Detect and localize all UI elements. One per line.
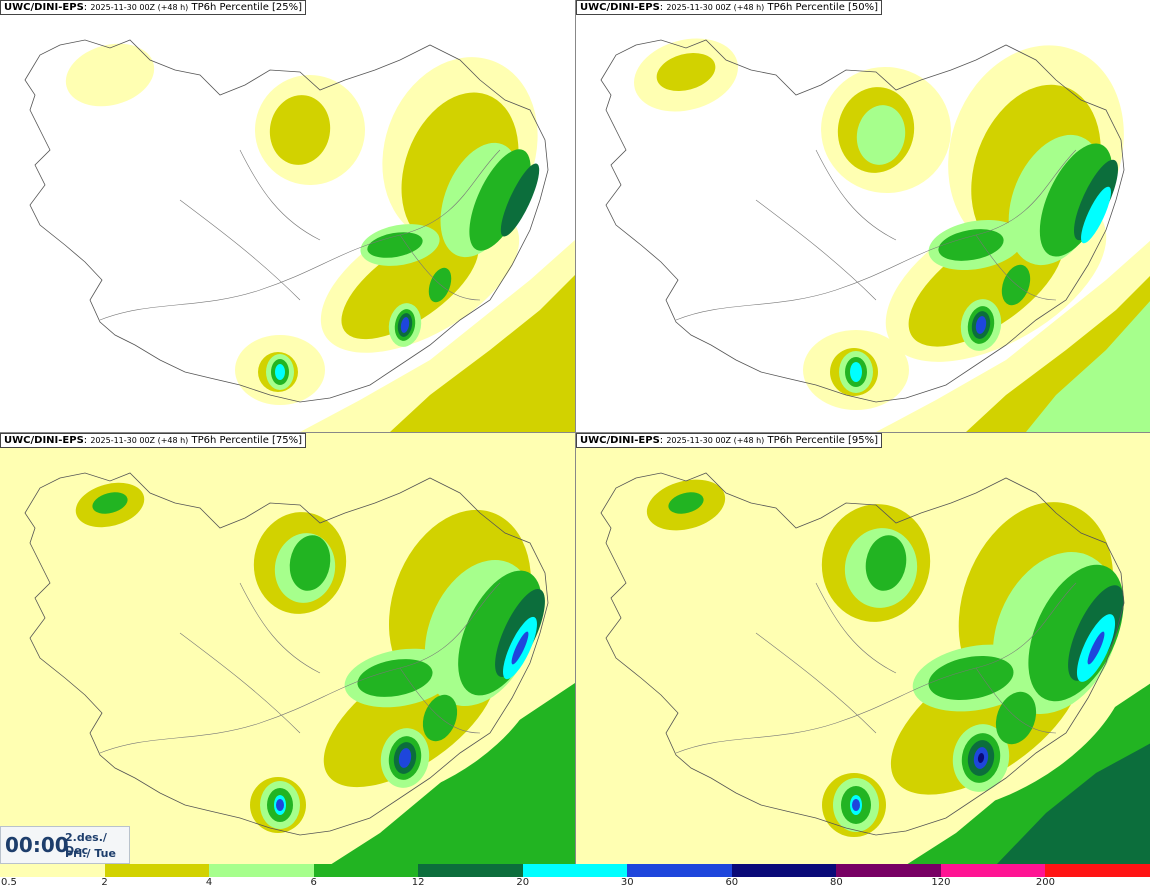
model-name: UWC/DINI-EPS bbox=[580, 435, 660, 446]
legend-tick-label: 30 bbox=[620, 877, 634, 888]
legend-tick-label: 20 bbox=[516, 877, 530, 888]
legend-swatch bbox=[522, 864, 628, 877]
precip-core bbox=[398, 748, 412, 768]
precip-core bbox=[977, 753, 985, 763]
run-time: 2025-11-30 00Z (+48 h) bbox=[666, 3, 765, 12]
precip-area-southeast bbox=[422, 694, 458, 742]
precip-area-north bbox=[289, 535, 331, 591]
legend-swatch bbox=[836, 864, 942, 877]
precip-area-north bbox=[865, 535, 907, 591]
precip-core bbox=[1081, 186, 1111, 244]
precip-core bbox=[975, 316, 987, 334]
road-network bbox=[675, 582, 1077, 754]
legend-tick-label: 4 bbox=[205, 877, 213, 888]
legend-swatch bbox=[627, 864, 733, 877]
legend-swatch bbox=[104, 864, 210, 877]
legend-swatch bbox=[313, 864, 419, 877]
precip-area-southeast bbox=[1001, 264, 1031, 306]
precip-area-east bbox=[367, 232, 423, 258]
field-name: TP6h Percentile [25%] bbox=[191, 2, 303, 13]
legend-tick-label: 0.5 bbox=[1, 877, 17, 888]
precip-map-p50 bbox=[576, 0, 1150, 432]
precip-map-p25 bbox=[0, 0, 575, 432]
legend-tick-label: 12 bbox=[411, 877, 425, 888]
legend-swatch bbox=[209, 864, 315, 877]
valid-time-clock: 00:00 bbox=[5, 833, 69, 857]
legend-tick-label: 60 bbox=[725, 877, 739, 888]
precip-core bbox=[400, 317, 410, 333]
precip-area-east bbox=[938, 229, 1004, 261]
panel-title-p95: UWC/DINI-EPS: 2025-11-30 00Z (+48 h) TP6… bbox=[576, 433, 883, 448]
legend-tick-label: 80 bbox=[829, 877, 843, 888]
panel-title-p25: UWC/DINI-EPS: 2025-11-30 00Z (+48 h) TP6… bbox=[0, 0, 307, 15]
model-name: UWC/DINI-EPS bbox=[580, 2, 660, 13]
run-time: 2025-11-30 00Z (+48 h) bbox=[666, 436, 765, 445]
legend-tick-label: 2 bbox=[101, 877, 108, 888]
precip-core bbox=[500, 163, 540, 237]
precip-area-westfjords bbox=[656, 52, 716, 92]
precip-core bbox=[850, 362, 862, 382]
coastline bbox=[24, 39, 549, 403]
legend-swatch bbox=[1045, 864, 1150, 877]
precip-area-north bbox=[856, 105, 906, 165]
precip-area-east bbox=[928, 656, 1014, 700]
run-time: 2025-11-30 00Z (+48 h) bbox=[90, 436, 189, 445]
color-legend: 0.5 2 4 6 12 20 30 60 80 120 200 bbox=[0, 864, 1150, 891]
precip-map-p95 bbox=[576, 433, 1150, 865]
precip-area-westfjords bbox=[65, 43, 155, 107]
precip-area-north bbox=[269, 95, 331, 165]
precip-area-westfjords bbox=[668, 492, 704, 514]
precip-core bbox=[276, 799, 284, 811]
panel-divider-horizontal bbox=[0, 432, 1150, 433]
run-time: 2025-11-30 00Z (+48 h) bbox=[90, 3, 189, 12]
panel-title-p50: UWC/DINI-EPS: 2025-11-30 00Z (+48 h) TP6… bbox=[576, 0, 883, 15]
sea-rain-band bbox=[1026, 301, 1150, 432]
precip-core bbox=[852, 799, 860, 811]
valid-time-box: 00:00 2.des./ Dec Þri./ Tue bbox=[0, 826, 130, 864]
sea-rain-band bbox=[390, 275, 575, 432]
road-network bbox=[99, 149, 501, 321]
coastline bbox=[600, 472, 1125, 836]
valid-time-date: 2.des./ Dec bbox=[65, 831, 107, 857]
coastline bbox=[24, 472, 549, 836]
precip-map-p75 bbox=[0, 433, 575, 865]
precip-area-east bbox=[1039, 143, 1113, 257]
road-network bbox=[675, 149, 1077, 321]
sea-rain-band bbox=[996, 743, 1150, 865]
field-name: TP6h Percentile [95%] bbox=[767, 435, 879, 446]
precip-area-east bbox=[469, 149, 531, 251]
panel-p95: UWC/DINI-EPS: 2025-11-30 00Z (+48 h) TP6… bbox=[576, 433, 1150, 865]
field-name: TP6h Percentile [75%] bbox=[191, 435, 303, 446]
panel-p25: UWC/DINI-EPS: 2025-11-30 00Z (+48 h) TP6… bbox=[0, 0, 575, 432]
precip-area-southeast bbox=[341, 230, 479, 340]
legend-tick-label: 6 bbox=[310, 877, 317, 888]
road-network bbox=[99, 582, 501, 754]
legend-swatch bbox=[0, 864, 106, 877]
model-name: UWC/DINI-EPS bbox=[4, 2, 84, 13]
model-name: UWC/DINI-EPS bbox=[4, 435, 84, 446]
legend-swatch bbox=[731, 864, 837, 877]
precip-area-central bbox=[736, 668, 836, 738]
panel-title-p75: UWC/DINI-EPS: 2025-11-30 00Z (+48 h) TP6… bbox=[0, 433, 307, 448]
legend-swatch bbox=[940, 864, 1046, 877]
legend-tick-label: 120 bbox=[931, 877, 951, 888]
precip-area-westfjords bbox=[92, 492, 128, 514]
field-name: TP6h Percentile [50%] bbox=[767, 2, 879, 13]
coastline bbox=[600, 39, 1125, 403]
valid-time-day: Þri./ Tue bbox=[65, 847, 116, 860]
panel-p50: UWC/DINI-EPS: 2025-11-30 00Z (+48 h) TP6… bbox=[576, 0, 1150, 432]
precip-core bbox=[1087, 631, 1105, 665]
precip-area-southeast bbox=[428, 267, 452, 303]
legend-tick-label: 200 bbox=[1035, 877, 1055, 888]
legend-swatch bbox=[418, 864, 524, 877]
precip-area-central bbox=[160, 668, 260, 738]
precip-area-southeast bbox=[995, 691, 1037, 745]
precip-core bbox=[511, 631, 529, 665]
panel-p75: UWC/DINI-EPS: 2025-11-30 00Z (+48 h) TP6… bbox=[0, 433, 575, 865]
precip-core bbox=[275, 364, 285, 380]
